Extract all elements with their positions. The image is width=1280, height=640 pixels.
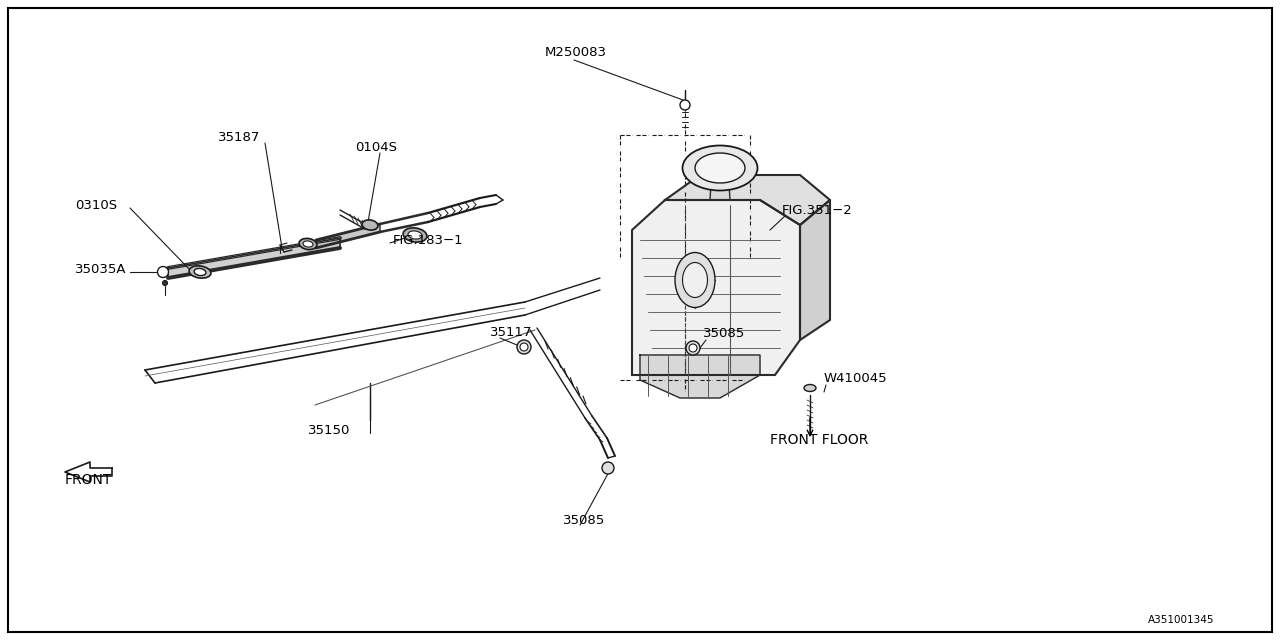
Circle shape [689, 344, 698, 352]
Text: FIG.183−1: FIG.183−1 [393, 234, 463, 246]
Polygon shape [632, 200, 800, 375]
Polygon shape [316, 224, 380, 248]
Text: 35035A: 35035A [76, 262, 127, 275]
Ellipse shape [362, 220, 378, 230]
Text: 0310S: 0310S [76, 198, 118, 211]
Circle shape [686, 341, 700, 355]
Text: M250083: M250083 [545, 45, 607, 58]
Ellipse shape [695, 153, 745, 183]
Ellipse shape [300, 239, 317, 250]
Polygon shape [710, 168, 730, 200]
Circle shape [517, 340, 531, 354]
Circle shape [602, 462, 614, 474]
Ellipse shape [303, 241, 314, 247]
Text: 35117: 35117 [490, 326, 532, 339]
Text: W410045: W410045 [824, 371, 887, 385]
Polygon shape [640, 355, 760, 398]
Text: A351001345: A351001345 [1148, 615, 1215, 625]
Text: 35150: 35150 [308, 424, 351, 436]
Text: FRONT: FRONT [65, 473, 113, 487]
Text: 35187: 35187 [218, 131, 260, 143]
Ellipse shape [682, 145, 758, 191]
Ellipse shape [195, 268, 206, 276]
Text: 35085: 35085 [703, 326, 745, 339]
Ellipse shape [403, 228, 428, 242]
Circle shape [680, 100, 690, 110]
Polygon shape [65, 462, 113, 482]
Circle shape [520, 343, 529, 351]
Text: 0104S: 0104S [355, 141, 397, 154]
Ellipse shape [189, 266, 211, 278]
Ellipse shape [682, 262, 708, 298]
Ellipse shape [408, 231, 422, 239]
Ellipse shape [804, 385, 817, 392]
Text: FRONT FLOOR: FRONT FLOOR [771, 433, 868, 447]
Polygon shape [168, 238, 340, 278]
Text: 35085: 35085 [563, 513, 605, 527]
Polygon shape [666, 175, 829, 225]
Circle shape [163, 280, 168, 285]
Ellipse shape [675, 253, 716, 307]
Circle shape [157, 266, 169, 278]
Text: FIG.351−2: FIG.351−2 [782, 204, 852, 216]
Polygon shape [800, 200, 829, 340]
